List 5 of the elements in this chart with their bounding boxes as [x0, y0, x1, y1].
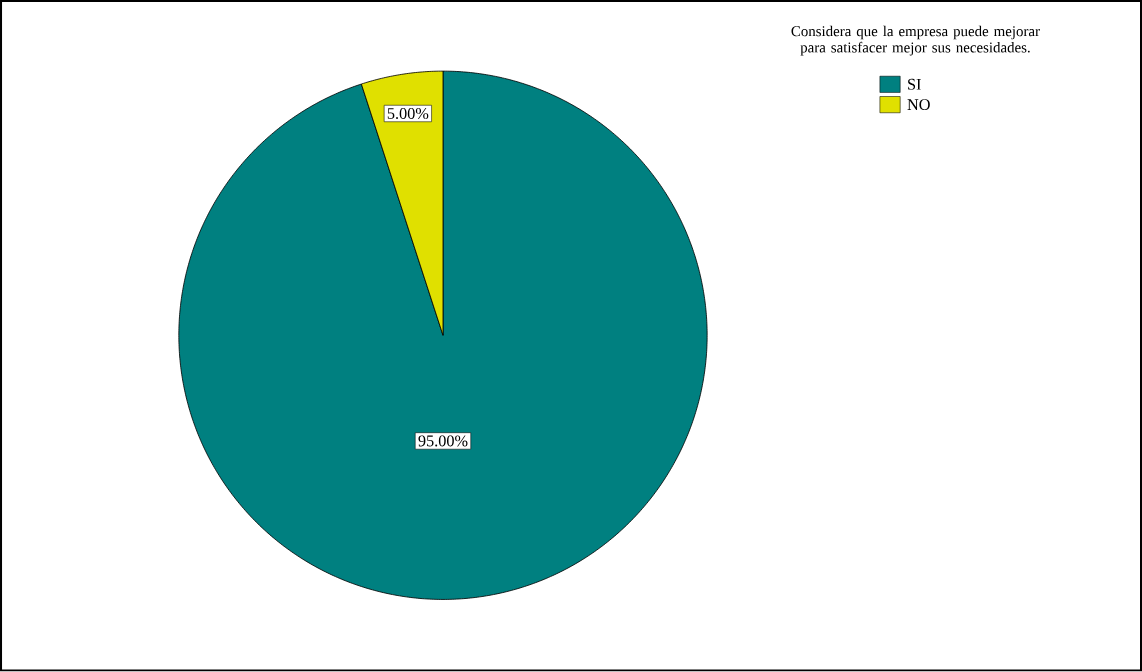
legend-label: NO: [907, 99, 930, 111]
data-label: 95.00%: [418, 435, 468, 447]
legend-label: SI: [908, 79, 921, 90]
legend-title: Considera que la empresa puede mejorar para satisfacer mejor sus necesidades.: [791, 25, 1040, 56]
data-label: 5.00%: [387, 108, 429, 120]
